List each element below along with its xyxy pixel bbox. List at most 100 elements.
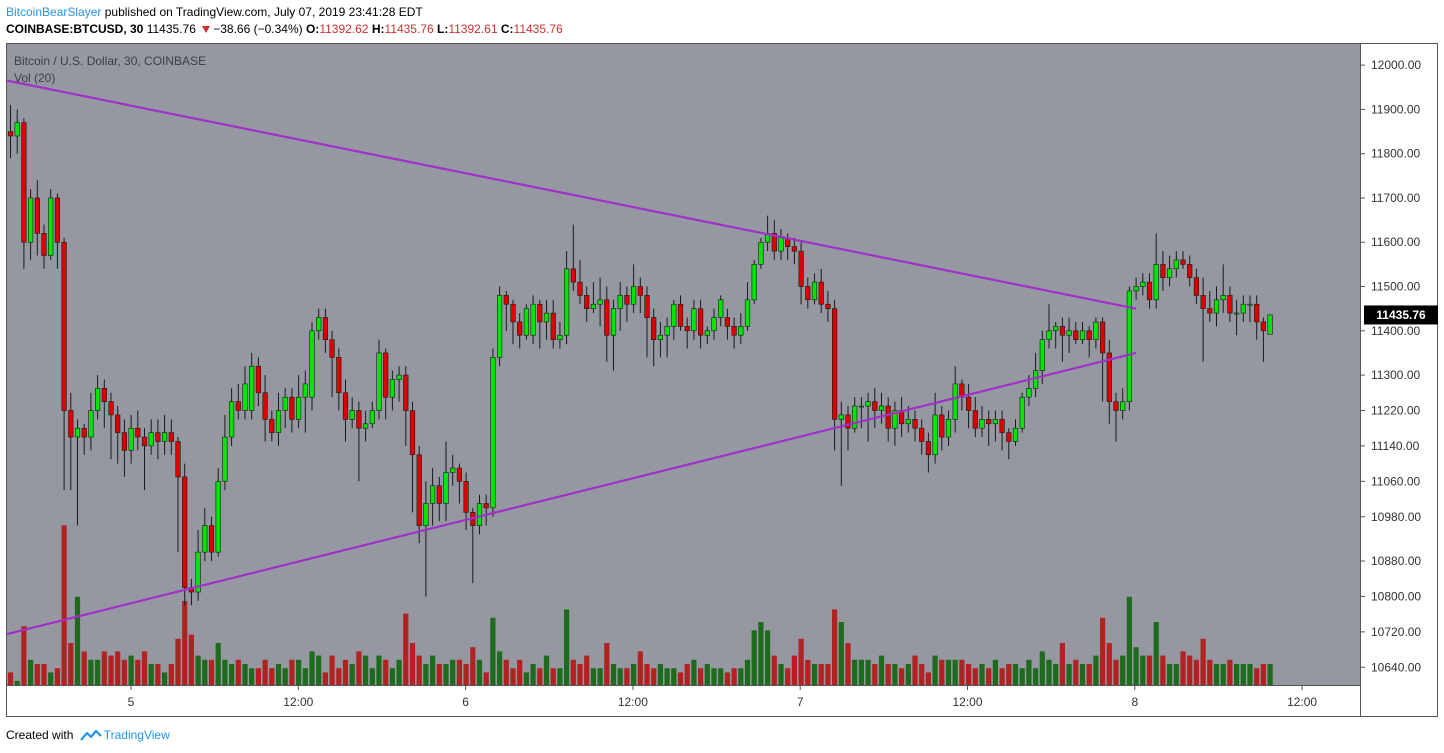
- volume-bar: [162, 672, 168, 685]
- volume-bar: [1019, 668, 1025, 685]
- volume-bar: [530, 664, 536, 685]
- volume-bar: [932, 655, 938, 685]
- volume-bar: [1240, 664, 1246, 685]
- bear-candle: [644, 295, 650, 318]
- bull-candle: [1093, 321, 1099, 340]
- bull-candle: [27, 197, 34, 243]
- bull-candle: [1140, 281, 1146, 287]
- bull-candle: [838, 414, 844, 420]
- bull-candle: [530, 303, 536, 336]
- bear-candle: [289, 396, 295, 420]
- bull-candle: [1046, 330, 1052, 340]
- volume-bar: [188, 634, 194, 685]
- bear-candle: [1086, 330, 1092, 340]
- plot-area[interactable]: [6, 43, 1360, 685]
- volume-bar: [1093, 655, 1099, 685]
- tradingview-brand[interactable]: TradingView: [103, 728, 170, 742]
- volume-bar: [128, 655, 134, 685]
- bull-candle: [905, 419, 911, 425]
- bear-candle: [1260, 321, 1266, 332]
- bear-candle: [1207, 308, 1213, 314]
- bear-candle: [939, 414, 945, 438]
- volume-bar: [979, 664, 985, 685]
- bear-candle: [416, 454, 422, 526]
- current-price-tag: 11435.76: [1364, 305, 1438, 325]
- high-label: H:: [371, 22, 385, 36]
- volume-bar: [1200, 638, 1206, 685]
- volume-bar: [966, 664, 972, 685]
- volume-bar: [269, 668, 275, 685]
- bull-candle: [95, 388, 101, 411]
- bull-candle: [865, 401, 871, 407]
- bull-candle: [1019, 396, 1025, 429]
- bull-candle: [932, 414, 938, 456]
- chart-frame: [6, 43, 1438, 717]
- volume-bar: [557, 668, 563, 685]
- bear-candle: [684, 326, 690, 332]
- volume-bar: [262, 659, 268, 685]
- chart-header: BitcoinBearSlayer published on TradingVi…: [0, 0, 1444, 42]
- bear-candle: [1100, 321, 1106, 354]
- volume-bar: [1006, 664, 1012, 685]
- y-tick-label: 11060.00: [1371, 474, 1420, 488]
- bull-candle: [617, 295, 623, 309]
- volume-bar: [684, 664, 690, 685]
- volume-bar: [744, 659, 751, 685]
- x-tick-label: 12:00: [618, 695, 648, 709]
- volume-bar: [1167, 664, 1173, 685]
- volume-bar: [423, 664, 429, 685]
- bull-candle: [1120, 401, 1126, 411]
- bear-candle: [771, 233, 777, 252]
- low-label: L:: [437, 22, 449, 36]
- volume-bar: [1126, 596, 1132, 685]
- volume-bar: [1247, 664, 1253, 685]
- bull-candle: [691, 308, 697, 332]
- volume-bar: [416, 655, 422, 685]
- trendlines[interactable]: [6, 79, 1137, 636]
- volume-label: Vol (20): [14, 71, 55, 85]
- volume-bars: [7, 525, 1273, 685]
- bull-candle: [738, 326, 744, 336]
- volume-bar: [577, 664, 583, 685]
- bear-candle: [604, 299, 610, 336]
- bear-candle: [483, 503, 489, 509]
- bull-candle: [1173, 259, 1179, 270]
- y-axis-ticks: 12000.00 11900.00 11800.00 11700.00 11600.00…: [1360, 58, 1421, 674]
- price-axis[interactable]: [1360, 43, 1438, 685]
- bear-candle: [724, 317, 730, 327]
- bull-candle: [952, 383, 958, 420]
- bear-candle: [825, 303, 831, 309]
- volume-bar: [570, 659, 576, 685]
- volume-bar: [155, 664, 161, 685]
- volume-bar: [1213, 664, 1220, 685]
- volume-bar: [141, 651, 148, 685]
- volume-bar: [1173, 664, 1179, 685]
- bull-candle: [1012, 427, 1019, 442]
- bear-candle: [68, 410, 74, 438]
- volume-bar: [450, 659, 456, 685]
- bull-candle: [249, 365, 255, 411]
- volume-bar: [81, 651, 87, 685]
- bear-candle: [925, 441, 931, 456]
- volume-bar: [349, 664, 355, 685]
- bull-candle: [858, 405, 864, 408]
- y-tick-label: 11600.00: [1371, 235, 1420, 249]
- bear-candle: [1073, 330, 1079, 340]
- volume-bar: [610, 664, 617, 685]
- volume-bar: [718, 668, 724, 685]
- bear-candle: [872, 401, 878, 411]
- y-tick-label: 10640.00: [1371, 660, 1421, 674]
- volume-bar: [1100, 617, 1106, 685]
- author-link[interactable]: BitcoinBearSlayer: [6, 5, 102, 19]
- volume-bar: [617, 668, 623, 685]
- bear-candle: [537, 303, 543, 323]
- volume-bar: [905, 664, 911, 685]
- bull-candle: [811, 281, 818, 301]
- volume-bar: [564, 609, 570, 685]
- y-tick-label: 11800.00: [1371, 147, 1420, 161]
- bear-candle: [651, 317, 657, 340]
- volume-bar: [671, 668, 677, 685]
- bull-candle: [557, 334, 563, 340]
- ohlc-line: COINBASE:BTCUSD, 30 11435.76 −38.66 (−0.…: [6, 22, 563, 36]
